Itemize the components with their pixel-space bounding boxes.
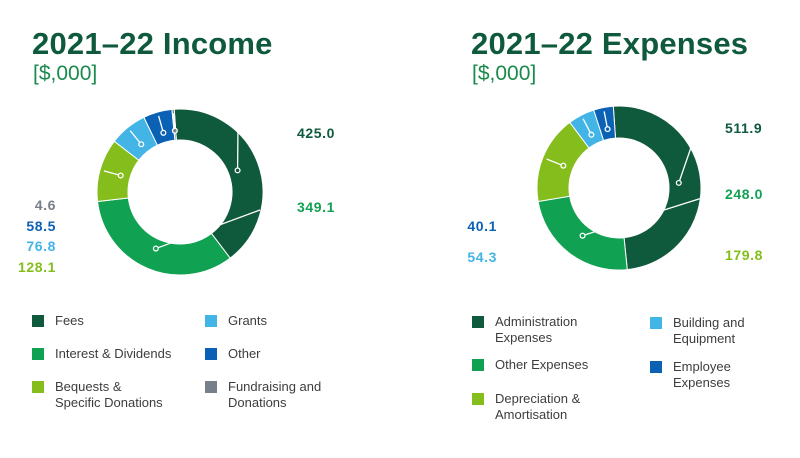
income-legend-item-bequests-and-specific-donations: Bequests & Specific Donations <box>32 379 163 411</box>
legend-label: Administration Expenses <box>495 314 578 345</box>
expenses-value-label-administration-expenses: 511.9 <box>725 120 762 136</box>
expenses-value-label-depreciation-and-amortisation: 179.8 <box>725 247 763 263</box>
legend-swatch <box>650 361 662 373</box>
legend-swatch <box>472 359 484 371</box>
expenses-panel: 2021–22 Expenses [$,000] 511.9 248.0 179.8… <box>440 0 800 458</box>
expenses-unit: [$,000] <box>472 62 537 85</box>
income-legend-item-fees: Fees <box>32 313 84 329</box>
expenses-value-label-other-expenses: 248.0 <box>725 186 763 202</box>
income-slice-interest-and-dividends <box>96 197 231 276</box>
income-value-label-fundraising-and-donations: 4.6 <box>35 197 56 213</box>
legend-label: Employee Expenses <box>673 359 731 390</box>
income-leader-fees <box>234 125 241 174</box>
income-value-label-fees: 425.0 <box>297 125 335 141</box>
expenses-slice-administration-expenses <box>612 105 702 271</box>
income-value-label-bequests-and-specific-donations: 128.1 <box>18 259 56 275</box>
expenses-leader-other-expenses <box>579 197 703 239</box>
income-value-label-interest-and-dividends: 349.1 <box>297 199 335 215</box>
legend-label: Other Expenses <box>495 357 589 372</box>
legend-swatch <box>205 315 217 327</box>
legend-swatch <box>205 348 217 360</box>
income-donut-chart: 425.0 349.1 128.1 76.8 58.5 4.6 <box>18 108 335 276</box>
legend-swatch <box>472 316 484 328</box>
expenses-legend-item-other-expenses: Other Expenses <box>472 357 588 373</box>
expenses-title: 2021–22 Expenses <box>471 26 749 61</box>
income-legend-item-fundraising-and-donations: Fundraising and Donations <box>205 379 321 411</box>
income-leader-other <box>158 115 167 136</box>
legend-label: Bequests & Specific Donations <box>55 379 163 410</box>
income-leader-grants <box>129 130 145 148</box>
income-value-label-grants: 76.8 <box>26 238 56 254</box>
expenses-leader-depreciation-and-amortisation <box>546 158 567 169</box>
expenses-value-label-employee-expenses: 40.1 <box>467 218 497 234</box>
expenses-value-label-building-and-equipment: 54.3 <box>467 249 497 265</box>
expenses-legend-item-depreciation-and-amortisation: Depreciation & Amortisation <box>472 391 580 423</box>
legend-label: Grants <box>228 313 268 328</box>
income-unit: [$,000] <box>33 62 98 85</box>
expenses-legend-item-building-and-equipment: Building and Equipment <box>650 315 745 347</box>
legend-swatch <box>472 393 484 405</box>
expenses-leader-employee-expenses <box>603 111 611 133</box>
income-slice-fees <box>173 108 264 259</box>
income-legend-item-grants: Grants <box>205 313 267 329</box>
expenses-legend-item-administration-expenses: Administration Expenses <box>472 314 577 346</box>
expenses-legend-item-employee-expenses: Employee Expenses <box>650 359 731 391</box>
legend-swatch <box>32 348 44 360</box>
expenses-slice-employee-expenses <box>593 105 617 142</box>
legend-label: Building and Equipment <box>673 315 745 346</box>
expenses-leader-building-and-equipment <box>582 118 595 138</box>
expenses-donut-chart: 511.9 248.0 179.8 54.3 40.1 <box>467 105 763 271</box>
legend-label: Fees <box>55 313 84 328</box>
legend-label: Other <box>228 346 261 361</box>
legend-label: Fundraising and Donations <box>228 379 322 410</box>
legend-swatch <box>32 315 44 327</box>
income-legend-item-other: Other <box>205 346 261 362</box>
income-legend-item-interest-and-dividends: Interest & Dividends <box>32 346 171 362</box>
legend-swatch <box>205 381 217 393</box>
income-value-label-other: 58.5 <box>26 218 56 234</box>
legend-swatch <box>650 317 662 329</box>
legend-swatch <box>32 381 44 393</box>
expenses-leader-administration-expenses <box>675 132 697 186</box>
income-leader-bequests-and-specific-donations <box>103 170 124 179</box>
legend-label: Interest & Dividends <box>55 346 172 361</box>
income-leader-fundraising-and-donations <box>171 113 178 134</box>
legend-label: Depreciation & Amortisation <box>495 391 581 422</box>
income-panel: 2021–22 Income [$,000] 425.0 349.1 128.1 76… <box>18 26 335 411</box>
income-leader-interest-and-dividends <box>152 209 261 252</box>
income-title: 2021–22 Income <box>32 26 273 61</box>
